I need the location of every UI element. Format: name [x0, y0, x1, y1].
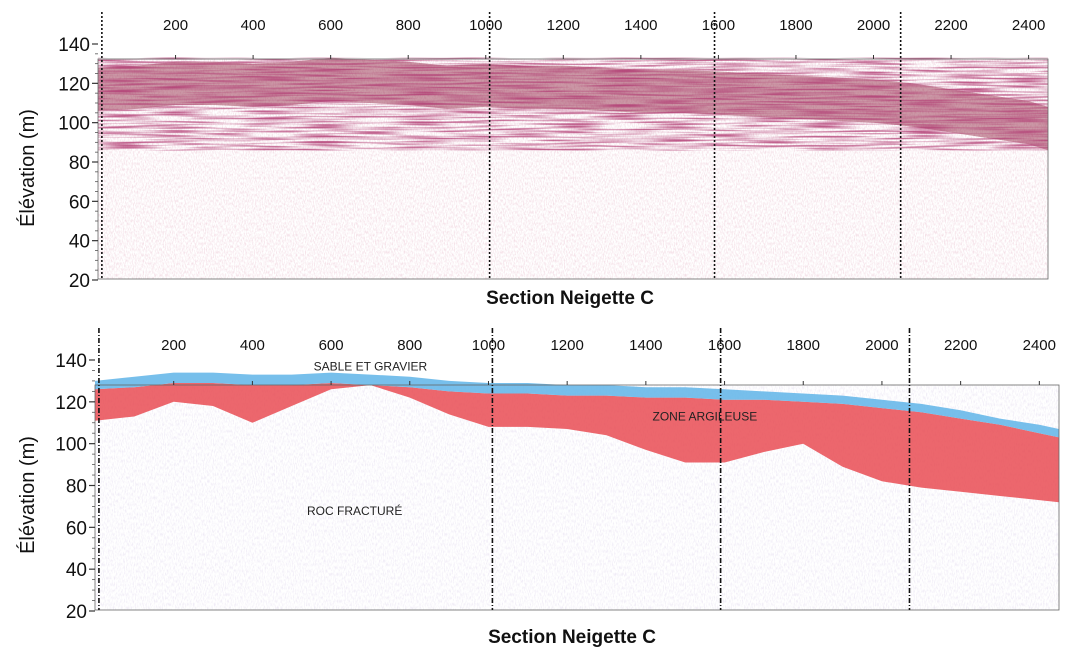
x-tick-label: 800: [397, 337, 422, 354]
y-tick-label: 140: [58, 35, 90, 56]
bottom-y-axis: 20 40 60 80 100 120 140: [55, 351, 95, 623]
x-tick-label: 1000: [469, 17, 502, 34]
x-tick-label: 600: [319, 337, 344, 354]
x-tick-label: 2000: [857, 17, 890, 34]
x-tick-label: 1400: [629, 337, 662, 354]
top-panel-title: Section Neigette C: [486, 288, 654, 309]
x-tick-label: 1800: [779, 17, 812, 34]
top-y-axis-label: Élévation (m): [16, 109, 39, 227]
bottom-plot-frame: [94, 384, 1060, 611]
y-tick-label: 100: [58, 114, 90, 135]
x-tick-label: 400: [241, 17, 266, 34]
y-tick-label: 120: [58, 74, 90, 95]
zone-argileuse-label: ZONE ARGILEUSE: [653, 410, 758, 424]
x-tick-label: 1600: [708, 337, 741, 354]
sable-et-gravier-label: SABLE ET GRAVIER: [314, 359, 428, 373]
x-tick-label: 1600: [702, 17, 735, 34]
x-tick-label: 2200: [934, 17, 967, 34]
x-tick-label: 200: [161, 337, 186, 354]
y-tick-label: 40: [66, 560, 87, 581]
bottom-panel-title: Section Neigette C: [488, 627, 656, 648]
x-tick-label: 1400: [624, 17, 657, 34]
bottom-y-axis-label: Élévation (m): [16, 436, 39, 554]
x-tick-label: 1200: [550, 337, 583, 354]
x-tick-label: 1000: [472, 337, 505, 354]
y-tick-label: 40: [69, 232, 90, 253]
top-y-axis: 20 40 60 80 100 120 140: [58, 35, 98, 292]
top-panel: 200 400 600 800 1000 1200 1400 1600 1800 2000 2200…: [16, 12, 1049, 309]
x-tick-label: 800: [396, 17, 421, 34]
y-tick-label: 60: [69, 192, 90, 213]
top-plot-frame: [97, 58, 1049, 280]
roc-fracture-label: ROC FRACTURÉ: [307, 503, 402, 518]
y-tick-label: 20: [69, 271, 90, 292]
y-tick-label: 80: [66, 477, 87, 498]
y-tick-label: 120: [55, 393, 87, 414]
x-tick-label: 2400: [1012, 17, 1045, 34]
y-tick-label: 140: [55, 351, 87, 372]
bottom-panel: 200 400 600 800 1000 1200 1400 1600 1800 2000 2200…: [16, 328, 1060, 648]
y-tick-label: 60: [66, 518, 87, 539]
sable-et-gravier-area: [95, 372, 1059, 438]
y-tick-label: 80: [69, 153, 90, 174]
y-tick-label: 20: [66, 602, 87, 623]
zone-argileuse-area: [95, 383, 1059, 503]
bottom-x-axis: 200 400 600 800 1000 1200 1400 1600 1800 2000 2200…: [161, 337, 1056, 385]
y-tick-label: 100: [55, 435, 87, 456]
top-reflector-stripes: [98, 57, 1048, 151]
top-section-markers: [101, 12, 902, 279]
bottom-section-markers: [98, 328, 911, 610]
x-tick-label: 400: [240, 337, 265, 354]
x-tick-label: 200: [163, 17, 188, 34]
top-x-axis: 200 400 600 800 1000 1200 1400 1600 1800 2000 2200…: [163, 17, 1045, 59]
x-tick-label: 2400: [1023, 337, 1056, 354]
x-tick-label: 600: [318, 17, 343, 34]
x-tick-label: 2000: [865, 337, 898, 354]
x-tick-label: 2200: [944, 337, 977, 354]
x-tick-label: 1200: [547, 17, 580, 34]
x-tick-label: 1800: [787, 337, 820, 354]
